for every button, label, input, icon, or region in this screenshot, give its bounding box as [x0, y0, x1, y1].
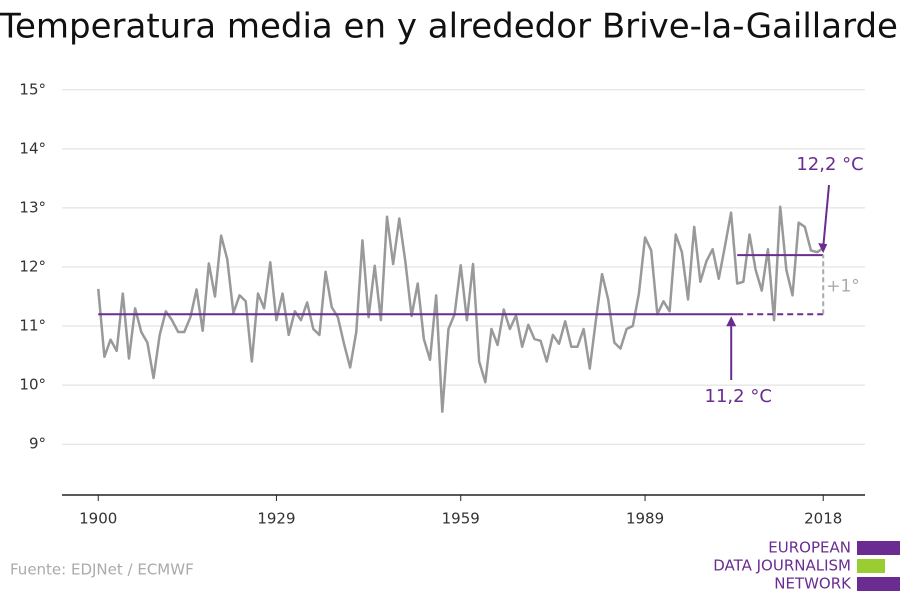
arrow-head	[726, 316, 737, 327]
y-tick-label: 14°	[19, 139, 46, 157]
logo-bar	[857, 541, 900, 555]
y-tick-label: 10°	[19, 376, 46, 394]
logo-bar	[857, 559, 885, 573]
annotation-label: 11,2 °C	[705, 386, 772, 407]
logo-text: EUROPEAN	[768, 539, 851, 557]
y-tick-label: 11°	[19, 317, 46, 335]
x-tick-label: 1929	[257, 510, 295, 528]
source: Fuente: EDJNet / ECMWF	[10, 561, 194, 579]
annotation-label: 12,2 °C	[796, 154, 863, 175]
x-tick-label: 1989	[626, 510, 664, 528]
x-tick-label: 1900	[79, 510, 117, 528]
logo-text: DATA JOURNALISM	[713, 557, 851, 575]
temperature-line	[97, 205, 824, 413]
x-tick-label: 2018	[804, 510, 842, 528]
logo-bar	[857, 577, 900, 591]
logo-text: NETWORK	[774, 575, 852, 593]
y-tick-label: 15°	[19, 80, 46, 98]
difference-label: +1°	[826, 277, 860, 297]
chart-title: Temperatura media en y alrededor Brive-l…	[0, 7, 898, 47]
y-tick-label: 9°	[29, 435, 46, 453]
x-tick-label: 1959	[442, 510, 480, 528]
arrow-head	[818, 243, 828, 254]
annotation-arrow	[822, 184, 830, 248]
logo: EUROPEAN DATA JOURNALISM NETWORK	[713, 539, 900, 593]
y-tick-label: 12°	[19, 257, 46, 275]
y-tick-label: 13°	[19, 198, 46, 216]
